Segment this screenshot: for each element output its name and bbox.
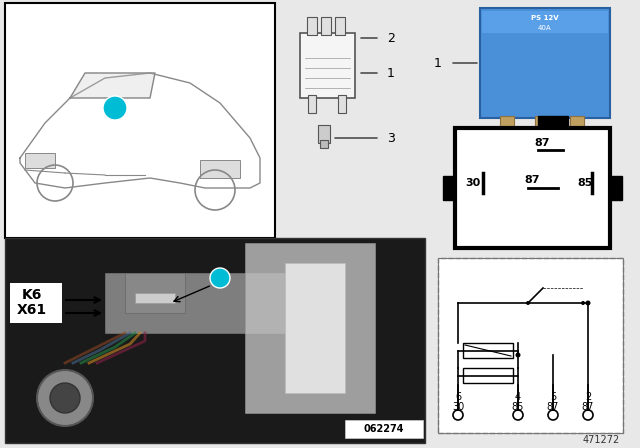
- Text: 4: 4: [515, 392, 521, 402]
- Text: 1: 1: [111, 102, 120, 115]
- Text: 85: 85: [512, 402, 524, 412]
- Bar: [535, 116, 549, 138]
- Text: 062274: 062274: [364, 424, 404, 434]
- Text: X61: X61: [17, 303, 47, 317]
- Text: 87: 87: [525, 175, 540, 185]
- Polygon shape: [70, 73, 155, 98]
- Bar: [125, 273, 185, 313]
- Text: 3: 3: [387, 132, 395, 145]
- Text: 1: 1: [216, 273, 224, 283]
- Circle shape: [50, 383, 80, 413]
- Text: 1: 1: [434, 56, 442, 69]
- Bar: [307, 17, 317, 35]
- Text: 30: 30: [465, 178, 481, 188]
- Circle shape: [581, 301, 585, 305]
- Text: 87: 87: [582, 402, 594, 412]
- Text: 471272: 471272: [583, 435, 620, 445]
- Bar: [10, 283, 62, 323]
- Text: 2: 2: [585, 392, 591, 402]
- Bar: [480, 8, 610, 118]
- Bar: [321, 17, 331, 35]
- Bar: [320, 140, 328, 148]
- Bar: [135, 293, 175, 303]
- Bar: [335, 17, 345, 35]
- Bar: [5, 238, 425, 443]
- Bar: [105, 273, 305, 333]
- Bar: [300, 33, 355, 98]
- Bar: [463, 368, 513, 383]
- Bar: [25, 153, 55, 168]
- Text: 1: 1: [387, 66, 395, 79]
- Bar: [438, 258, 623, 433]
- Bar: [438, 258, 623, 433]
- Text: 87: 87: [535, 138, 550, 148]
- Text: 6: 6: [455, 392, 461, 402]
- Text: 5: 5: [550, 392, 556, 402]
- Bar: [500, 116, 514, 138]
- Bar: [538, 116, 568, 128]
- Circle shape: [526, 301, 530, 305]
- Text: 30: 30: [452, 402, 464, 412]
- Circle shape: [586, 301, 591, 306]
- Text: 2: 2: [387, 31, 395, 44]
- Bar: [455, 128, 610, 248]
- Circle shape: [210, 268, 230, 288]
- Bar: [318, 125, 330, 143]
- Bar: [245, 243, 375, 413]
- Circle shape: [515, 353, 520, 358]
- Circle shape: [103, 96, 127, 120]
- Circle shape: [37, 370, 93, 426]
- Bar: [200, 160, 240, 178]
- Bar: [463, 343, 513, 358]
- Bar: [345, 420, 423, 438]
- Text: K6: K6: [22, 288, 42, 302]
- Text: PS 12V: PS 12V: [531, 15, 559, 21]
- Text: 40A: 40A: [538, 25, 552, 31]
- Bar: [338, 95, 346, 113]
- Bar: [285, 263, 345, 393]
- Text: 85: 85: [577, 178, 593, 188]
- Bar: [570, 116, 584, 138]
- Bar: [610, 176, 622, 200]
- Text: 87: 87: [547, 402, 559, 412]
- Bar: [5, 3, 275, 238]
- Bar: [308, 95, 316, 113]
- Bar: [482, 11, 608, 33]
- Bar: [443, 176, 455, 200]
